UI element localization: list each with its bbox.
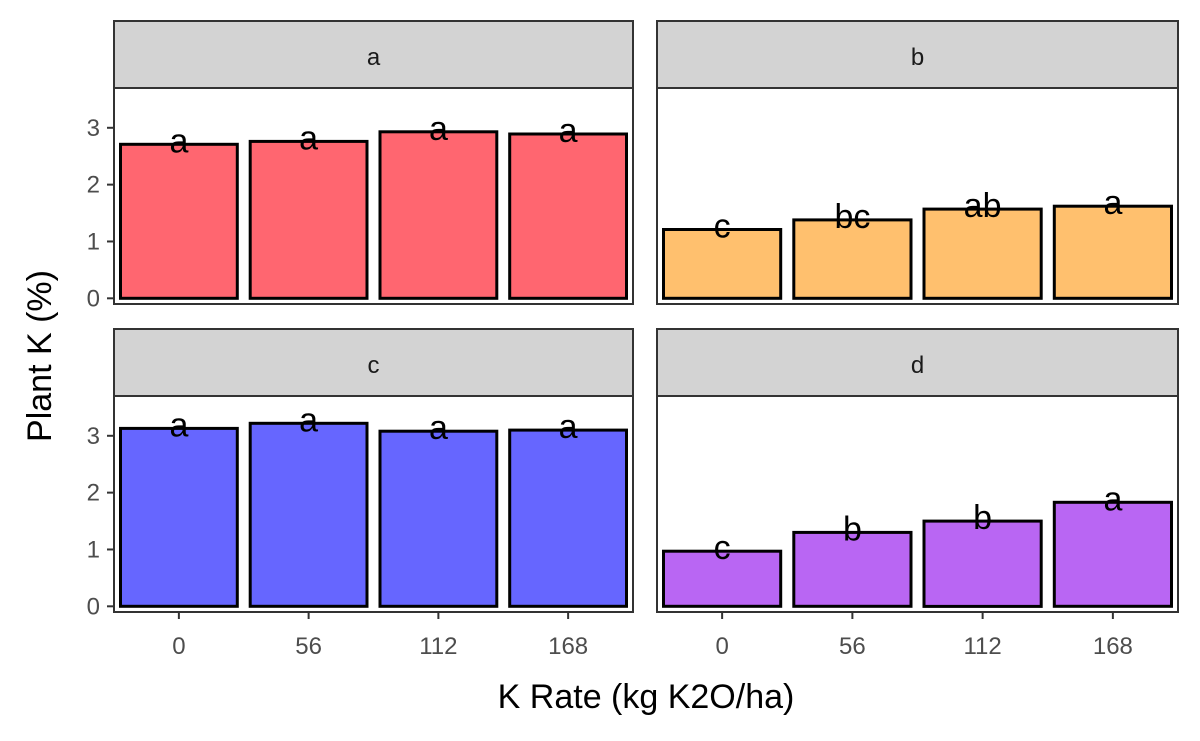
strip-label-b: b <box>911 44 924 71</box>
bar-b-0 <box>662 228 783 300</box>
y-tick-label: 3 <box>87 115 100 142</box>
x-tick-label: 112 <box>963 633 1001 660</box>
x-tick-label: 0 <box>715 633 728 660</box>
x-tick-label: 56 <box>295 633 322 660</box>
x-axis-right: 0 56 112 168 <box>715 612 1133 660</box>
sig-label-b-56: bc <box>834 198 870 236</box>
bar-c-168 <box>508 428 629 608</box>
y-tick-label: 2 <box>87 172 100 199</box>
y-axis-bottom: 0 1 2 3 <box>87 423 114 620</box>
sig-label-d-168: a <box>1103 480 1122 518</box>
strip-b <box>656 20 1179 89</box>
panel-b: b c bc ab a <box>656 20 1179 305</box>
x-tick-label: 112 <box>419 633 457 660</box>
y-axis-top: 0 1 2 3 <box>87 115 114 312</box>
bar-a-168 <box>508 132 629 300</box>
bar-b-112 <box>922 207 1043 300</box>
bars-panel-d: c b b a <box>662 480 1174 608</box>
bars-panel-b: c bc ab a <box>662 184 1174 300</box>
strip-label-a: a <box>367 44 381 71</box>
strip-label-c: c <box>368 352 380 379</box>
panel-c: c a a a a <box>113 328 634 613</box>
bar-d-112 <box>922 519 1043 608</box>
bar-a-0 <box>119 142 239 300</box>
strip-c <box>113 328 634 397</box>
sig-label-b-112: ab <box>964 187 1002 225</box>
sig-label-b-168: a <box>1103 184 1122 222</box>
sig-label-d-56: b <box>843 510 862 548</box>
sig-label-a-0: a <box>169 122 188 160</box>
bar-a-56 <box>248 139 369 300</box>
panel-d: d c b b a <box>656 328 1179 613</box>
strip-d <box>656 328 1179 397</box>
bar-a-112 <box>378 130 499 300</box>
bar-d-0 <box>662 549 783 608</box>
y-tick-label: 0 <box>87 593 100 620</box>
bar-d-168 <box>1052 500 1174 608</box>
sig-label-d-112: b <box>973 499 992 537</box>
bar-c-56 <box>248 421 369 608</box>
bar-d-56 <box>792 530 913 608</box>
y-tick-label: 1 <box>87 228 100 255</box>
y-axis-title: Plant K (%) <box>21 270 59 442</box>
bar-b-56 <box>792 218 913 300</box>
bar-c-0 <box>119 426 239 608</box>
panel-a: a a a a a <box>113 20 634 305</box>
sig-label-d-0: c <box>714 529 731 567</box>
sig-label-c-0: a <box>169 406 188 444</box>
y-tick-label: 2 <box>87 480 100 507</box>
x-axis-title: K Rate (kg K2O/ha) <box>498 678 795 716</box>
bar-b-168 <box>1052 204 1174 300</box>
bar-c-112 <box>378 429 499 608</box>
sig-label-a-112: a <box>429 110 448 148</box>
sig-label-c-56: a <box>299 401 318 439</box>
y-tick-label: 0 <box>87 285 100 312</box>
x-tick-label: 168 <box>548 633 588 660</box>
x-tick-label: 168 <box>1093 633 1133 660</box>
sig-label-a-56: a <box>299 119 318 157</box>
sig-label-c-168: a <box>559 408 578 446</box>
sig-label-b-0: c <box>714 208 731 246</box>
x-tick-label: 0 <box>172 633 185 660</box>
x-axis-left: 0 56 112 168 <box>172 612 588 660</box>
strip-label-d: d <box>911 352 924 379</box>
strip-a <box>113 20 634 89</box>
y-tick-label: 1 <box>87 536 100 563</box>
sig-label-c-112: a <box>429 409 448 447</box>
sig-label-a-168: a <box>559 112 578 150</box>
x-tick-label: 56 <box>839 633 866 660</box>
y-tick-label: 3 <box>87 423 100 450</box>
